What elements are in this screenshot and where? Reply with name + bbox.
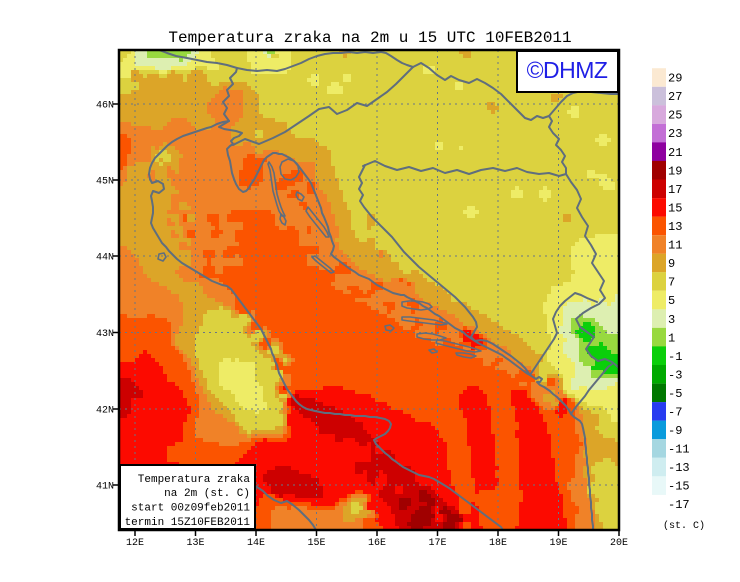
svg-text:termin 15Z10FEB2011: termin 15Z10FEB2011 [125, 517, 251, 529]
svg-text:-13: -13 [668, 461, 690, 475]
svg-text:na 2m (st. C): na 2m (st. C) [164, 488, 250, 500]
svg-text:16E: 16E [368, 538, 386, 549]
svg-text:1: 1 [668, 331, 675, 345]
svg-text:18E: 18E [489, 538, 507, 549]
svg-text:42N: 42N [96, 406, 114, 417]
svg-text:-1: -1 [668, 350, 682, 364]
svg-text:5: 5 [668, 294, 675, 308]
svg-text:45N: 45N [96, 177, 114, 188]
svg-text:Temperatura zraka na 2m u 15 U: Temperatura zraka na 2m u 15 UTC 10FEB20… [168, 29, 571, 47]
svg-text:(st. C): (st. C) [663, 520, 705, 532]
svg-text:23: 23 [668, 127, 682, 141]
svg-text:-5: -5 [668, 387, 682, 401]
svg-text:13E: 13E [186, 538, 204, 549]
svg-text:3: 3 [668, 313, 675, 327]
svg-text:-17: -17 [668, 498, 690, 512]
svg-text:15E: 15E [307, 538, 325, 549]
svg-text:19: 19 [668, 164, 682, 178]
svg-text:21: 21 [668, 146, 682, 160]
svg-text:27: 27 [668, 90, 682, 104]
svg-text:44N: 44N [96, 253, 114, 264]
svg-text:19E: 19E [549, 538, 567, 549]
svg-text:29: 29 [668, 72, 682, 86]
svg-text:-15: -15 [668, 480, 690, 494]
svg-text:11: 11 [668, 239, 682, 253]
svg-text:43N: 43N [96, 329, 114, 340]
svg-text:25: 25 [668, 109, 682, 123]
svg-text:14E: 14E [247, 538, 265, 549]
svg-text:-9: -9 [668, 424, 682, 438]
svg-text:start 00z09feb2011: start 00z09feb2011 [131, 503, 250, 515]
svg-text:46N: 46N [96, 101, 114, 112]
svg-text:-11: -11 [668, 443, 690, 457]
svg-text:41N: 41N [96, 482, 114, 493]
svg-text:17: 17 [668, 183, 682, 197]
svg-text:-7: -7 [668, 406, 682, 420]
svg-text:12E: 12E [126, 538, 144, 549]
svg-text:15: 15 [668, 201, 682, 215]
svg-text:©DHMZ: ©DHMZ [527, 57, 608, 83]
svg-text:20E: 20E [610, 538, 628, 549]
svg-text:-3: -3 [668, 368, 682, 382]
svg-text:17E: 17E [428, 538, 446, 549]
svg-text:9: 9 [668, 257, 675, 271]
svg-text:Temperatura zraka: Temperatura zraka [138, 474, 251, 486]
svg-text:7: 7 [668, 276, 675, 290]
svg-text:13: 13 [668, 220, 682, 234]
